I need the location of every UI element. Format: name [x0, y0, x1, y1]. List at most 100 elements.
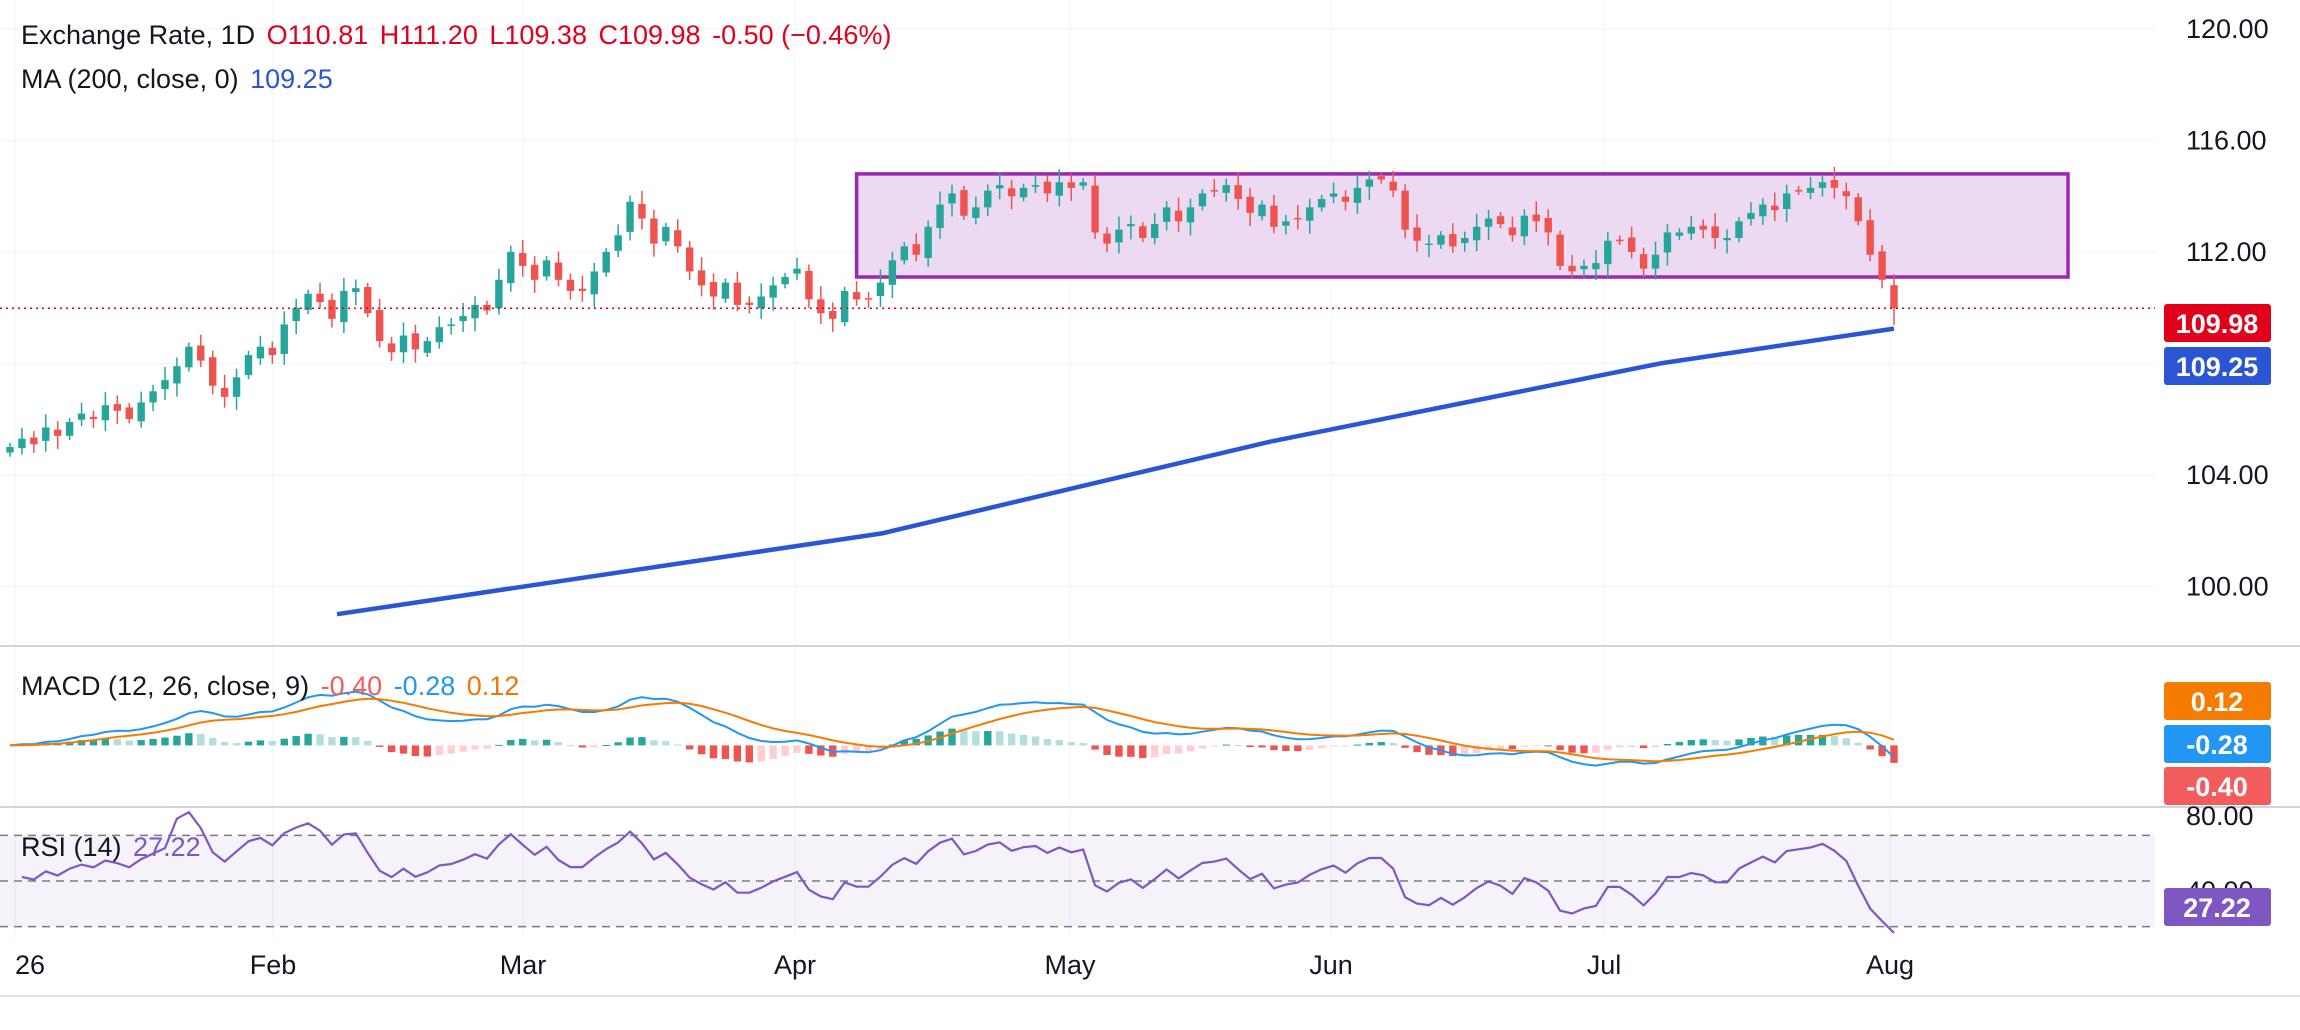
- candle-119: [1425, 234, 1433, 258]
- candle-body-132: [1580, 265, 1588, 270]
- axis-badges: 109.98 109.25 0.12 -0.28 -0.40 27.22: [2164, 304, 2271, 926]
- macd-hist-bar-16: [197, 733, 205, 746]
- candle-body-108: [1294, 217, 1302, 220]
- candle-body-57: [685, 247, 694, 272]
- candle-61: [733, 271, 742, 312]
- candle-body-13: [161, 380, 169, 390]
- macd-hist-bar-114: [1365, 742, 1374, 746]
- macd-hist-bar-104: [1246, 745, 1254, 748]
- candle-body-10: [125, 407, 133, 420]
- candle-13: [161, 367, 169, 400]
- macd-hist-bar-107: [1282, 745, 1290, 752]
- macd-hist-bar-99: [1186, 745, 1195, 752]
- macd-hist-bar-58: [697, 745, 706, 755]
- macd-label: MACD (12, 26, close, 9): [21, 671, 310, 701]
- macd-hist-bar-75: [900, 740, 909, 746]
- macd-hist-bar-6: [77, 740, 86, 746]
- candle-62: [745, 296, 753, 314]
- candle-19: [232, 368, 241, 410]
- symbol-label: Exchange Rate, 1D: [21, 20, 256, 50]
- price-tick-5: 100.00: [2186, 571, 2269, 601]
- candle-20: [244, 350, 253, 380]
- macd-hist-bar-88: [1055, 740, 1064, 746]
- candle-12: [149, 384, 157, 412]
- macd-hist-bar-116: [1389, 742, 1397, 746]
- macd-badge-text: -0.28: [2186, 730, 2248, 760]
- candle-body-146: [1747, 212, 1755, 220]
- candle-body-142: [1699, 225, 1707, 230]
- candle-156: [1866, 209, 1874, 262]
- macd-hist-bar-13: [161, 737, 169, 746]
- macd-hist-bar-62: [745, 745, 753, 763]
- candle-body-70: [840, 290, 849, 323]
- candle-body-49: [590, 271, 598, 295]
- high-value: H111.20: [379, 20, 478, 50]
- macd-hist-bar-9: [113, 739, 122, 746]
- hist-badge-bg: [2164, 767, 2271, 805]
- candle-84: [1007, 179, 1016, 210]
- candle-body-88: [1055, 182, 1064, 196]
- candle-126: [1508, 216, 1517, 242]
- candle-154: [1842, 182, 1851, 210]
- candle-body-50: [602, 251, 610, 273]
- candle-77: [924, 220, 932, 267]
- candle-body-7: [89, 416, 98, 420]
- candle-body-21: [256, 346, 265, 359]
- candle-157: [1878, 244, 1886, 289]
- candle-46: [554, 251, 563, 287]
- candle-10: [125, 403, 133, 424]
- macd-hist-bar-86: [1031, 736, 1040, 746]
- pane-borders: [0, 645, 2300, 997]
- macd-hist-bar-148: [1771, 736, 1779, 746]
- candle-45: [542, 256, 551, 281]
- candle-38: [459, 302, 467, 332]
- macd-hist-bar-98: [1174, 745, 1183, 754]
- candle-body-24: [292, 307, 300, 322]
- macd-signal-line: [9, 697, 1895, 763]
- candle-body-12: [149, 391, 157, 403]
- candle-109: [1306, 198, 1314, 234]
- candle-body-105: [1258, 204, 1266, 217]
- ma-price-badge-bg: [2164, 347, 2271, 385]
- time-axis[interactable]: 26 Feb Mar Apr May Jun Jul Aug: [15, 950, 1914, 980]
- candle-body-83: [995, 185, 1004, 189]
- candle-body-113: [1353, 187, 1362, 203]
- candle-body-54: [650, 218, 658, 244]
- candle-body-41: [495, 279, 503, 309]
- candle-body-2: [30, 437, 38, 445]
- macd-hist-bar-133: [1592, 745, 1600, 753]
- macd-hist-bar-40: [483, 745, 491, 749]
- macd-hist-bar-108: [1294, 745, 1302, 752]
- macd-hist-bar-137: [1639, 745, 1648, 749]
- candle-body-81: [972, 207, 980, 218]
- macd-hist-bar-59: [709, 745, 718, 759]
- macd-hist-bar-46: [554, 742, 563, 746]
- candle-112: [1341, 190, 1350, 211]
- candle-body-156: [1866, 220, 1874, 255]
- candle-body-31: [375, 309, 384, 342]
- macd-hist-bar-155: [1854, 742, 1862, 746]
- macd-hist-bar-109: [1306, 745, 1314, 750]
- candle-75: [900, 242, 909, 265]
- candle-body-65: [781, 277, 789, 285]
- macd-hist-bar-87: [1043, 739, 1052, 746]
- macd-hist-bar-63: [757, 745, 765, 762]
- candle-body-101: [1210, 190, 1219, 192]
- candle-body-80: [960, 190, 968, 216]
- candle-6: [77, 402, 86, 427]
- price-tick-4: 104.00: [2186, 460, 2269, 490]
- macd-hist-bar-85: [1019, 735, 1028, 746]
- ma-price-badge: 109.25: [2164, 347, 2271, 385]
- candle-body-38: [459, 316, 467, 322]
- change-value: -0.50 (−0.46%): [712, 20, 892, 50]
- candle-body-148: [1771, 205, 1779, 211]
- candle-body-128: [1532, 214, 1540, 222]
- macd-hist-bar-37: [447, 745, 455, 754]
- macd-hist-bar-71: [852, 745, 861, 753]
- candle-body-117: [1401, 190, 1409, 230]
- close-value: C109.98: [598, 20, 701, 50]
- candle-body-22: [268, 347, 277, 356]
- candle-18: [220, 374, 229, 408]
- candle-body-100: [1198, 193, 1207, 207]
